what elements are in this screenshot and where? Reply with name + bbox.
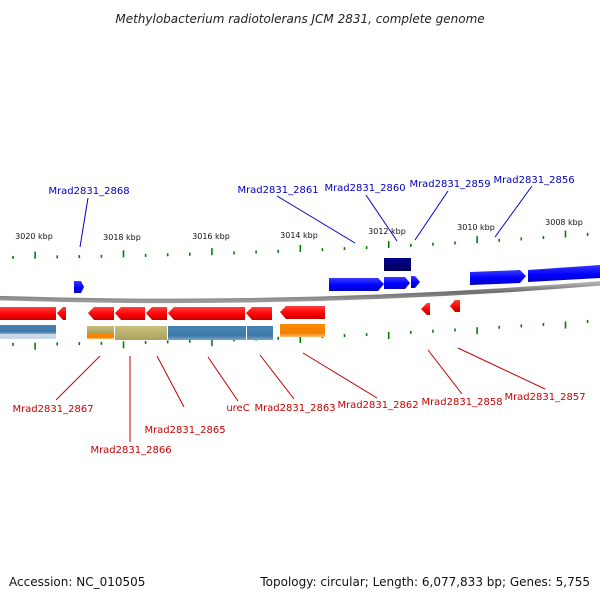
reverse-gene-mrad2831-2865b[interactable] <box>146 307 167 320</box>
reverse-gene-mrad2831-2862[interactable] <box>280 306 325 319</box>
accession-text: Accession: NC_010505 <box>9 575 145 589</box>
scale-ticks-lower <box>12 319 589 350</box>
forward-gene-mrad2831-2868[interactable] <box>74 281 84 293</box>
feature-orange-2862[interactable] <box>280 324 325 337</box>
gene-label-mrad2831-2867[interactable]: Mrad2831_2867 <box>12 404 93 415</box>
reverse-gene-partial-left[interactable] <box>0 307 56 320</box>
feature-steel-left[interactable] <box>0 325 56 334</box>
feature-steel-2863[interactable] <box>247 326 273 340</box>
scale-label-3010: 3010 kbp <box>457 223 495 232</box>
reverse-gene-urec[interactable] <box>168 307 245 320</box>
scale-label-3016: 3016 kbp <box>192 232 230 241</box>
gene-label-mrad2831-2860[interactable]: Mrad2831_2860 <box>324 183 405 194</box>
feature-orange-a[interactable] <box>87 333 114 339</box>
scale-label-3020: 3020 kbp <box>15 232 53 241</box>
feature-khaki-b[interactable] <box>115 326 167 340</box>
gene-label-mrad2831-2862[interactable]: Mrad2831_2862 <box>337 400 418 411</box>
reverse-gene-mrad2831-2867[interactable] <box>57 307 66 320</box>
reverse-gene-mrad2831-2858[interactable] <box>421 303 430 315</box>
genome-backbone <box>0 281 600 304</box>
reverse-gene-mrad2831-2857[interactable] <box>450 300 460 312</box>
gene-label-mrad2831-2859[interactable]: Mrad2831_2859 <box>409 179 490 190</box>
feature-steel-left-shade <box>0 334 56 339</box>
gene-label-mrad2831-2863[interactable]: Mrad2831_2863 <box>254 403 335 414</box>
scale-label-3014: 3014 kbp <box>280 231 318 240</box>
reverse-gene-mrad2831-2863[interactable] <box>246 307 272 320</box>
scale-ticks-upper <box>12 230 589 259</box>
forward-strand-track <box>74 258 600 293</box>
gene-label-urec[interactable]: ureC <box>226 403 249 414</box>
gene-label-mrad2831-2857[interactable]: Mrad2831_2857 <box>504 392 585 403</box>
forward-feature-dark-block[interactable] <box>384 258 411 271</box>
scale-label-3018: 3018 kbp <box>103 233 141 242</box>
gene-label-mrad2831-2865[interactable]: Mrad2831_2865 <box>144 425 225 436</box>
forward-gene-mrad2831-2856[interactable] <box>528 265 600 282</box>
forward-gene-mrad2831-2859[interactable] <box>411 276 420 288</box>
forward-gene-mrad2831-2860[interactable] <box>384 277 410 289</box>
gene-label-mrad2831-2861[interactable]: Mrad2831_2861 <box>237 185 318 196</box>
reverse-label-leaders <box>55 347 546 442</box>
map-title: Methylobacterium radiotolerans JCM 2831,… <box>115 12 484 26</box>
gene-label-mrad2831-2858[interactable]: Mrad2831_2858 <box>421 397 502 408</box>
reverse-gene-mrad2831-2865[interactable] <box>115 307 145 320</box>
reverse-strand-track <box>0 300 460 320</box>
gene-label-mrad2831-2866[interactable]: Mrad2831_2866 <box>90 445 171 456</box>
feature-khaki-a[interactable] <box>87 326 114 333</box>
forward-gene-mrad2831-2857-fwd[interactable] <box>470 270 526 285</box>
gene-label-mrad2831-2856[interactable]: Mrad2831_2856 <box>493 175 574 186</box>
gene-label-mrad2831-2868[interactable]: Mrad2831_2868 <box>48 186 129 197</box>
scale-label-3008: 3008 kbp <box>545 218 583 227</box>
feature-steel-urec[interactable] <box>168 326 246 340</box>
reverse-gene-mrad2831-2866[interactable] <box>88 307 114 320</box>
scale-label-3012: 3012 kbp <box>368 227 406 236</box>
forward-gene-mrad2831-2861[interactable] <box>329 278 384 291</box>
genome-summary-text: Topology: circular; Length: 6,077,833 bp… <box>259 575 590 589</box>
feature-annotation-track <box>0 324 325 340</box>
forward-label-leaders <box>79 185 533 248</box>
